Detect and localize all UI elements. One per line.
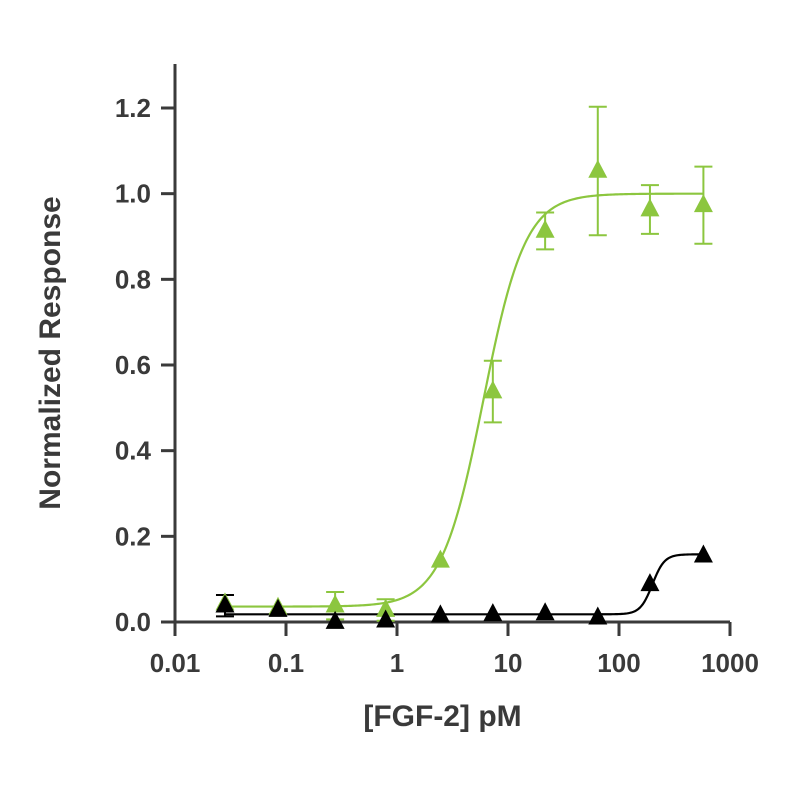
- axes: [173, 64, 730, 624]
- y-ticks: 0.0 0.2 0.4 0.6 0.8 1.0 1.2: [115, 93, 175, 637]
- error-bars: [215, 105, 713, 622]
- data-point-series-1: [483, 603, 503, 622]
- y-tick-label: 0.4: [115, 436, 152, 466]
- data-point-series-0: [640, 198, 660, 217]
- data-point-series-0: [483, 380, 503, 399]
- y-tick-label: 0.8: [115, 264, 151, 294]
- data-point-series-1: [430, 604, 450, 623]
- y-axis-title: Normalized Response: [34, 196, 67, 509]
- data-point-series-1: [268, 598, 288, 617]
- fit-curves: [224, 192, 704, 616]
- data-points: [215, 159, 713, 629]
- data-point-series-0: [588, 159, 608, 178]
- data-point-series-1: [640, 573, 660, 592]
- data-point-series-0: [325, 594, 345, 613]
- x-tick-label: 1: [390, 648, 404, 678]
- data-point-series-1: [588, 606, 608, 625]
- data-point-series-1: [376, 609, 396, 628]
- data-point-series-0: [376, 598, 396, 617]
- x-axis-title: [FGF-2] pM: [363, 700, 521, 733]
- data-point-series-1: [215, 594, 235, 613]
- y-tick-label: 1.2: [115, 93, 151, 123]
- data-point-series-1: [535, 602, 555, 621]
- x-tick-label: 1000: [701, 648, 759, 678]
- x-tick-label: 100: [597, 648, 640, 678]
- data-point-series-0: [430, 549, 450, 568]
- fit-curve-1: [224, 553, 704, 616]
- data-point-series-1: [693, 544, 713, 563]
- x-ticks: 0.01 0.1 1 10 100 1000: [150, 622, 759, 678]
- fit-curve-0: [224, 192, 704, 608]
- y-tick-label: 0.0: [115, 607, 151, 637]
- x-tick-label: 0.01: [150, 648, 201, 678]
- data-point-series-0: [535, 219, 555, 238]
- x-tick-label: 10: [494, 648, 523, 678]
- y-tick-label: 1.0: [115, 179, 151, 209]
- data-point-series-1: [325, 610, 345, 629]
- x-tick-label: 0.1: [268, 648, 304, 678]
- data-point-series-0: [693, 194, 713, 213]
- y-tick-label: 0.6: [115, 350, 151, 380]
- y-tick-label: 0.2: [115, 521, 151, 551]
